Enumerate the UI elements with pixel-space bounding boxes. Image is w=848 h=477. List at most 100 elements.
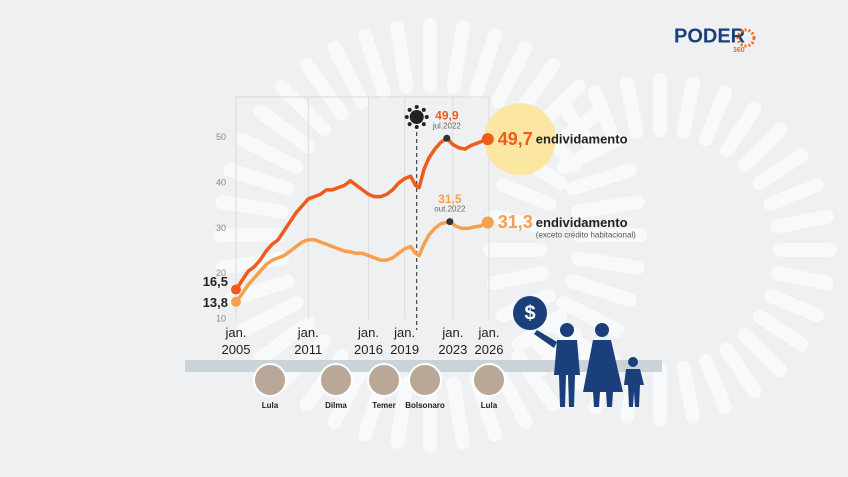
ray (571, 251, 645, 275)
ray (223, 163, 295, 196)
ray (491, 40, 533, 109)
start-point (231, 284, 241, 295)
ray (737, 122, 788, 173)
ray (752, 148, 809, 191)
family-icon: $ (513, 296, 644, 407)
peak-date: jul.2022 (432, 121, 462, 130)
ray (587, 85, 622, 147)
peak-label: 49,9 (435, 108, 459, 122)
end-point (481, 133, 494, 146)
ray (390, 376, 414, 450)
president-name: Lula (481, 401, 498, 410)
figure-head (628, 357, 638, 367)
y-tick-label: 40 (216, 177, 226, 187)
end-label: 49,7 (498, 129, 533, 149)
ray (737, 327, 788, 378)
end-point (481, 216, 494, 229)
president-name: Temer (372, 401, 395, 410)
end-label: 31,3 (498, 212, 533, 232)
ray (446, 376, 470, 450)
virus-spike (407, 107, 412, 112)
virus-icon (409, 110, 424, 124)
logo-sun (736, 28, 756, 48)
ray (253, 316, 316, 366)
ray (556, 296, 625, 338)
ray (253, 104, 316, 154)
ray (235, 132, 304, 174)
president-photo (408, 363, 442, 397)
start-label: 13,8 (203, 295, 228, 310)
peak-date: out.2022 (434, 205, 466, 214)
ray (486, 266, 550, 291)
logo-number: 360 (733, 47, 745, 54)
president-name: Lula (262, 401, 279, 410)
figure-head (560, 323, 574, 337)
x-tick-label: jan. 2016 (354, 325, 383, 357)
logo-name: PODER (674, 25, 746, 47)
figure-adult (534, 330, 580, 407)
ray (327, 361, 369, 430)
y-tick-label: 10 (216, 313, 226, 323)
series-line (234, 219, 489, 303)
ray (495, 177, 557, 212)
president-photo (253, 363, 287, 397)
ray (511, 309, 568, 352)
figure-child (624, 369, 644, 407)
figure-adult (583, 340, 623, 407)
president-photo (319, 363, 353, 397)
x-tick-label: jan. 2019 (390, 325, 420, 357)
y-tick-label: 30 (216, 223, 226, 233)
ray (719, 342, 762, 399)
x-tick-label: jan. 2011 (294, 325, 323, 357)
president-photo (367, 363, 401, 397)
background-rays (213, 18, 837, 452)
series-line (234, 136, 489, 291)
virus-spike (414, 125, 419, 129)
x-tick-label: jan. 2023 (438, 325, 468, 357)
ray (486, 209, 550, 234)
ray (390, 20, 414, 94)
ray (358, 28, 391, 100)
ray (619, 76, 644, 140)
ray (763, 288, 825, 323)
ray (565, 274, 637, 307)
start-label: 16,5 (203, 274, 228, 289)
ray (770, 266, 834, 291)
ray (770, 209, 834, 234)
president-name: Bolsonaro (405, 401, 445, 410)
peak-label: 31,5 (438, 192, 462, 206)
ray (698, 85, 733, 147)
ray (215, 195, 289, 219)
series-note: (exceto crédito habitacional) (536, 231, 636, 240)
virus-spike (424, 115, 429, 119)
ray (565, 163, 637, 196)
president-photo (472, 363, 506, 397)
virus-spike (414, 105, 419, 109)
president-name: Dilma (325, 401, 347, 410)
virus-spike (421, 107, 426, 112)
series-name: endividamento (536, 132, 628, 147)
ray (327, 40, 369, 109)
dollar-circle (513, 296, 547, 330)
ray (676, 360, 701, 424)
ray (274, 79, 331, 136)
ray (299, 58, 349, 121)
x-tick-label: jan. 2005 (221, 325, 251, 357)
ray (698, 353, 733, 415)
y-tick-label: 50 (216, 132, 226, 142)
series-name: endividamento (536, 215, 628, 230)
figure-head (595, 323, 609, 337)
virus-spike (404, 115, 409, 119)
start-point (231, 296, 241, 307)
x-tick-label: jan. 2026 (474, 325, 504, 357)
ray (752, 309, 809, 352)
virus-spike (407, 122, 412, 127)
peak-point (446, 218, 454, 226)
ray (719, 101, 762, 158)
virus-spike (421, 122, 426, 127)
ray (235, 296, 304, 338)
ray (446, 20, 470, 94)
ray (558, 101, 601, 158)
